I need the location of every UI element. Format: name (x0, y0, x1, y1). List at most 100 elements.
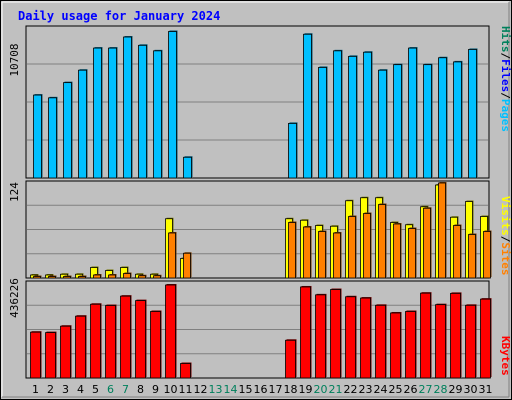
x-label-day-12: 12 (194, 383, 208, 396)
bar-kbytes-day-4 (75, 315, 86, 379)
x-label-day-2: 2 (47, 383, 54, 396)
bar-pages-day-4 (78, 69, 87, 179)
bar-sites-day-25 (393, 223, 401, 279)
bar-kbytes-day-19 (300, 286, 311, 379)
bar-kbytes-day-1 (30, 331, 41, 379)
bar-sites-day-19 (303, 226, 311, 279)
bar-sites-day-21 (333, 232, 341, 279)
bar-sites-day-26 (408, 228, 416, 279)
bar-pages-day-7 (123, 36, 132, 179)
series-legend: Hits/Files/Pages Visits/Sites KBytes (499, 26, 512, 376)
bar-kbytes-day-29 (450, 292, 461, 379)
bar-pages-day-1 (33, 94, 42, 179)
x-label-day-28: 28 (434, 383, 448, 396)
bar-kbytes-day-25 (390, 312, 401, 379)
x-label-day-19: 19 (299, 383, 313, 396)
bar-kbytes-day-22 (345, 296, 356, 379)
bar-pages-day-25 (393, 64, 402, 179)
x-label-day-6: 6 (107, 383, 114, 396)
bar-pages-day-19 (303, 33, 312, 179)
x-label-day-26: 26 (404, 383, 418, 396)
bar-pages-day-23 (363, 51, 372, 179)
x-label-day-31: 31 (479, 383, 493, 396)
legend-panel-2: Visits/Sites (499, 196, 512, 276)
bar-pages-day-8 (138, 44, 147, 179)
x-label-day-20: 20 (314, 383, 328, 396)
x-label-day-23: 23 (359, 383, 373, 396)
bar-sites-day-10 (168, 232, 176, 279)
chart-panels (25, 25, 492, 379)
bar-sites-day-3 (63, 276, 71, 279)
bar-kbytes-day-30 (465, 304, 476, 379)
bar-pages-day-30 (468, 49, 477, 179)
x-label-day-10: 10 (164, 383, 178, 396)
bar-kbytes-day-10 (165, 284, 176, 379)
bar-pages-day-24 (378, 69, 387, 179)
legend-hits: Hits (499, 26, 512, 53)
bar-pages-day-21 (333, 50, 342, 179)
bar-pages-day-28 (438, 57, 447, 179)
legend-sep: / (499, 92, 512, 99)
x-label-day-22: 22 (344, 383, 358, 396)
x-label-day-16: 16 (254, 383, 268, 396)
bar-sites-day-22 (348, 216, 356, 279)
bar-sites-day-2 (48, 276, 56, 279)
bar-kbytes-day-11 (180, 363, 191, 379)
legend-sep: / (499, 53, 512, 60)
legend-pages: Pages (499, 99, 512, 132)
bar-sites-day-1 (33, 276, 41, 279)
bar-sites-day-24 (378, 204, 386, 279)
bar-kbytes-day-8 (135, 300, 146, 379)
x-label-day-25: 25 (389, 383, 403, 396)
x-label-day-3: 3 (62, 383, 69, 396)
x-label-day-5: 5 (92, 383, 99, 396)
bar-kbytes-day-3 (60, 325, 71, 379)
bar-kbytes-day-23 (360, 297, 371, 379)
bar-kbytes-day-21 (330, 289, 341, 379)
bar-sites-day-20 (318, 231, 326, 279)
bar-sites-day-18 (288, 222, 296, 279)
legend-panel-1: Hits/Files/Pages (499, 26, 512, 132)
x-label-day-18: 18 (284, 383, 298, 396)
bar-sites-day-7 (123, 273, 131, 279)
bar-sites-day-30 (468, 234, 476, 279)
bar-sites-day-28 (438, 182, 446, 279)
bar-pages-day-5 (93, 47, 102, 179)
bar-pages-day-6 (108, 47, 117, 179)
bar-sites-day-6 (108, 274, 116, 279)
bar-pages-day-11 (183, 156, 192, 179)
bar-sites-day-11 (183, 252, 191, 279)
bar-sites-day-4 (78, 276, 86, 279)
bar-pages-day-26 (408, 47, 417, 179)
x-label-day-15: 15 (239, 383, 253, 396)
x-label-day-9: 9 (152, 383, 159, 396)
bar-kbytes-day-9 (150, 311, 161, 379)
bar-kbytes-day-27 (420, 292, 431, 379)
x-label-day-29: 29 (449, 383, 463, 396)
x-label-day-4: 4 (77, 383, 84, 396)
bar-kbytes-day-24 (375, 304, 386, 379)
bar-sites-day-31 (483, 231, 491, 279)
x-label-day-14: 14 (224, 383, 238, 396)
bar-pages-day-27 (423, 64, 432, 179)
bar-pages-day-29 (453, 61, 462, 179)
legend-sep: / (499, 236, 512, 243)
x-label-day-1: 1 (32, 383, 39, 396)
bar-pages-day-10 (168, 31, 177, 179)
legend-files: Files (499, 59, 512, 92)
y-axis-max-labels: 10708 124 436226 (8, 43, 21, 317)
bar-kbytes-day-18 (285, 339, 296, 379)
bar-kbytes-day-2 (45, 332, 56, 379)
x-label-day-13: 13 (209, 383, 223, 396)
bar-sites-day-27 (423, 207, 431, 279)
bar-kbytes-day-6 (105, 305, 116, 379)
bar-kbytes-day-31 (480, 298, 491, 379)
bar-pages-day-18 (288, 123, 297, 179)
bar-pages-day-22 (348, 55, 357, 179)
x-label-day-11: 11 (179, 383, 193, 396)
bar-pages-day-20 (318, 67, 327, 179)
bar-sites-day-9 (153, 275, 161, 279)
bar-kbytes-day-7 (120, 295, 131, 379)
bar-sites-day-8 (138, 275, 146, 279)
x-label-day-8: 8 (137, 383, 144, 396)
